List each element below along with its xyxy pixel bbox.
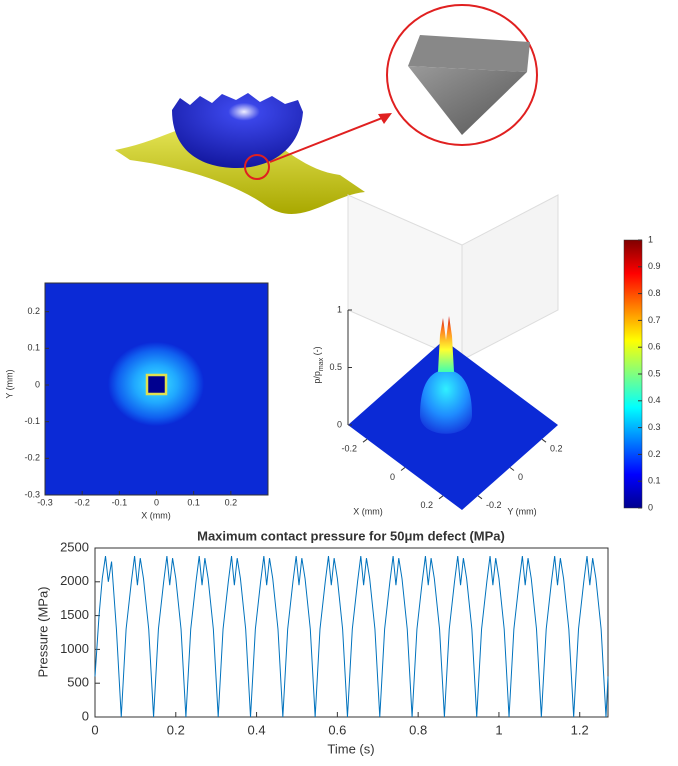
y-tick <box>541 438 547 443</box>
x-tick-label: 1 <box>495 722 502 737</box>
colorbar-tick-label: 0.6 <box>648 342 661 352</box>
x-tick-label: 0.2 <box>420 500 433 510</box>
dome <box>420 370 472 434</box>
defect-zone <box>145 373 168 396</box>
z-axis-label-main: p/p <box>312 371 322 384</box>
y-axis-label: Y (mm) <box>507 506 536 516</box>
y-axis-label: Pressure (MPa) <box>35 586 50 677</box>
x-tick-label: 0.4 <box>248 722 266 737</box>
z-tick-label: 0.5 <box>329 362 342 372</box>
x-tick <box>400 467 406 471</box>
y-tick-label: 0.2 <box>550 444 563 454</box>
back-wall <box>461 194 559 361</box>
y-tick-label: 0 <box>35 379 40 389</box>
illustration <box>115 4 538 214</box>
colorbar-tick-label: 0 <box>648 502 653 512</box>
x-tick <box>362 438 368 443</box>
colorbar-tick-label: 0.7 <box>648 315 661 325</box>
x-tick-label: 1.2 <box>571 722 589 737</box>
colorbar-tick-label: 0.9 <box>648 261 661 271</box>
arrow-head <box>378 113 392 124</box>
colorbar-tick-label: 0.3 <box>648 422 661 432</box>
defect-marker <box>244 154 270 180</box>
y-tick-label: 2500 <box>60 539 89 554</box>
y-tick-label: 500 <box>67 675 89 690</box>
peaks <box>438 316 454 372</box>
x-tick <box>438 495 444 500</box>
x-tick-label: -0.2 <box>341 444 357 454</box>
colorbar-tick-label: 0.1 <box>648 476 661 486</box>
arrow <box>269 117 383 163</box>
z-axis-label-sub: max <box>318 357 325 371</box>
x-tick-label: 0 <box>390 472 395 482</box>
x-axis-label: X (mm) <box>353 506 383 516</box>
defect-top <box>408 35 530 72</box>
y-tick-label: -0.3 <box>24 489 40 499</box>
x-tick-label: -0.3 <box>37 497 53 507</box>
z-axis-label-end: (-) <box>312 346 322 358</box>
x-tick-label: 0 <box>91 722 98 737</box>
y-tick <box>509 467 515 471</box>
colorbar-tick-label: 0.8 <box>648 288 661 298</box>
x-axis-label: Time (s) <box>327 741 374 756</box>
y-tick-label: 2000 <box>60 573 89 588</box>
colorbar-tick-label: 0.5 <box>648 368 661 378</box>
colorbar-tick-label: 1 <box>648 234 653 244</box>
y-tick-label: -0.2 <box>24 453 40 463</box>
x-tick-label: 0.8 <box>409 722 427 737</box>
y-tick-label: 1500 <box>60 607 89 622</box>
y-tick-label: 0.1 <box>27 343 40 353</box>
x-tick-label: -0.1 <box>112 497 128 507</box>
y-tick-label: 0 <box>518 472 523 482</box>
colorbar-tick-label: 0.2 <box>648 449 661 459</box>
colorbar-tick-label: 0.4 <box>648 395 661 405</box>
y-tick-label: 0.2 <box>27 306 40 316</box>
z-axis-label: p/pmax (-) <box>312 346 324 383</box>
y-tick <box>477 495 483 500</box>
defect-pyramid <box>408 66 527 135</box>
z-tick-label: 1 <box>337 304 342 314</box>
line-chart: 0 0.2 0.4 0.6 0.8 1 1.2 0 500 1000 1500 2000 2500 Max… <box>35 528 609 756</box>
x-tick-label: 0 <box>154 497 159 507</box>
y-tick-label: 0 <box>82 708 89 723</box>
z-tick-label: 0 <box>337 419 342 429</box>
pressure-line <box>94 556 609 718</box>
y-tick-label: -0.2 <box>486 500 502 510</box>
chart-title: Maximum contact pressure for 50μm defect… <box>197 528 505 543</box>
x-tick-label: 0.1 <box>187 497 200 507</box>
x-axis-label: X (mm) <box>141 510 171 520</box>
heatmap-layer <box>45 283 268 495</box>
x-tick-label: -0.2 <box>74 497 90 507</box>
ball <box>172 93 303 168</box>
x-tick-label: 0.6 <box>328 722 346 737</box>
y-tick-label: -0.1 <box>24 416 40 426</box>
y-axis-label: Y (mm) <box>4 369 14 398</box>
plot-frame <box>94 547 609 718</box>
x-tick-label: 0.2 <box>225 497 238 507</box>
y-tick-label: 1000 <box>60 641 89 656</box>
surface-layer <box>347 194 559 510</box>
x-tick-label: 0.2 <box>167 722 185 737</box>
